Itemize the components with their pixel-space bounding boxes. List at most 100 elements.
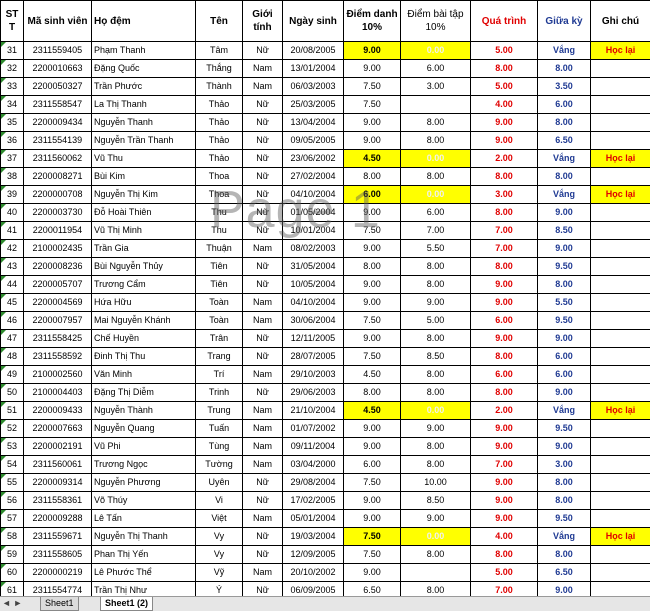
cell-midterm[interactable]: 3.50 bbox=[538, 78, 591, 96]
cell-stt[interactable]: 58 bbox=[1, 528, 24, 546]
cell-stt[interactable]: 39 bbox=[1, 186, 24, 204]
cell-note[interactable] bbox=[591, 60, 650, 78]
cell-process[interactable]: 8.00 bbox=[471, 546, 538, 564]
cell-gender[interactable]: Nam bbox=[243, 366, 283, 384]
cell-student-id[interactable]: 2200009314 bbox=[24, 474, 92, 492]
cell-note[interactable] bbox=[591, 276, 650, 294]
cell-gender[interactable]: Nam bbox=[243, 312, 283, 330]
cell-middle-name[interactable]: Trần Thị Như bbox=[92, 582, 196, 597]
header-stt[interactable]: ST T bbox=[1, 1, 24, 42]
cell-gender[interactable]: Nữ bbox=[243, 546, 283, 564]
cell-student-id[interactable]: 2200008271 bbox=[24, 168, 92, 186]
cell-student-id[interactable]: 2311558605 bbox=[24, 546, 92, 564]
cell-homework[interactable]: 3.00 bbox=[401, 78, 471, 96]
cell-birthdate[interactable]: 25/03/2005 bbox=[283, 96, 344, 114]
cell-attendance[interactable]: 7.50 bbox=[344, 312, 401, 330]
cell-stt[interactable]: 47 bbox=[1, 330, 24, 348]
cell-student-id[interactable]: 2200010663 bbox=[24, 60, 92, 78]
cell-process[interactable]: 8.00 bbox=[471, 60, 538, 78]
cell-attendance[interactable]: 9.00 bbox=[344, 276, 401, 294]
cell-note[interactable] bbox=[591, 312, 650, 330]
cell-process[interactable]: 6.00 bbox=[471, 312, 538, 330]
header-first-name[interactable]: Tên bbox=[196, 1, 243, 42]
cell-midterm[interactable]: 9.50 bbox=[538, 420, 591, 438]
cell-gender[interactable]: Nam bbox=[243, 294, 283, 312]
cell-note[interactable]: Học lại bbox=[591, 150, 650, 168]
cell-middle-name[interactable]: Phan Thị Yến bbox=[92, 546, 196, 564]
cell-process[interactable]: 9.00 bbox=[471, 438, 538, 456]
cell-midterm[interactable]: 3.00 bbox=[538, 456, 591, 474]
cell-birthdate[interactable]: 06/09/2005 bbox=[283, 582, 344, 597]
cell-attendance[interactable]: 7.50 bbox=[344, 78, 401, 96]
cell-first-name[interactable]: Thoa bbox=[196, 186, 243, 204]
cell-process[interactable]: 8.00 bbox=[471, 384, 538, 402]
cell-stt[interactable]: 57 bbox=[1, 510, 24, 528]
cell-birthdate[interactable]: 10/01/2004 bbox=[283, 222, 344, 240]
cell-homework[interactable]: 5.50 bbox=[401, 240, 471, 258]
cell-stt[interactable]: 37 bbox=[1, 150, 24, 168]
cell-birthdate[interactable]: 21/10/2004 bbox=[283, 402, 344, 420]
cell-midterm[interactable]: 9.00 bbox=[538, 384, 591, 402]
cell-middle-name[interactable]: Vũ Phi bbox=[92, 438, 196, 456]
cell-process[interactable]: 9.00 bbox=[471, 114, 538, 132]
cell-gender[interactable]: Nam bbox=[243, 60, 283, 78]
cell-note[interactable] bbox=[591, 420, 650, 438]
cell-first-name[interactable]: Thu bbox=[196, 204, 243, 222]
cell-middle-name[interactable]: Phạm Thanh bbox=[92, 42, 196, 60]
cell-process[interactable]: 5.00 bbox=[471, 78, 538, 96]
cell-student-id[interactable]: 2200003730 bbox=[24, 204, 92, 222]
cell-stt[interactable]: 32 bbox=[1, 60, 24, 78]
cell-middle-name[interactable]: Lê Tấn bbox=[92, 510, 196, 528]
cell-gender[interactable]: Nữ bbox=[243, 582, 283, 597]
cell-homework[interactable]: 8.50 bbox=[401, 492, 471, 510]
cell-attendance[interactable]: 9.00 bbox=[344, 438, 401, 456]
cell-midterm[interactable]: 8.00 bbox=[538, 114, 591, 132]
cell-note[interactable] bbox=[591, 492, 650, 510]
cell-first-name[interactable]: Ý bbox=[196, 582, 243, 597]
cell-midterm[interactable]: 9.50 bbox=[538, 510, 591, 528]
cell-student-id[interactable]: 2311560061 bbox=[24, 456, 92, 474]
cell-middle-name[interactable]: Nguyễn Thành bbox=[92, 402, 196, 420]
cell-note[interactable]: Học lại bbox=[591, 42, 650, 60]
cell-attendance[interactable]: 8.00 bbox=[344, 168, 401, 186]
cell-note[interactable] bbox=[591, 294, 650, 312]
cell-student-id[interactable]: 2311558361 bbox=[24, 492, 92, 510]
cell-process[interactable]: 9.00 bbox=[471, 132, 538, 150]
cell-homework[interactable]: 8.00 bbox=[401, 384, 471, 402]
cell-midterm[interactable]: 9.00 bbox=[538, 438, 591, 456]
cell-first-name[interactable]: Tiên bbox=[196, 258, 243, 276]
cell-birthdate[interactable]: 20/10/2002 bbox=[283, 564, 344, 582]
cell-first-name[interactable]: Vy bbox=[196, 528, 243, 546]
cell-midterm[interactable]: 9.50 bbox=[538, 312, 591, 330]
cell-note[interactable] bbox=[591, 222, 650, 240]
cell-stt[interactable]: 45 bbox=[1, 294, 24, 312]
cell-birthdate[interactable]: 19/03/2004 bbox=[283, 528, 344, 546]
cell-birthdate[interactable]: 04/10/2004 bbox=[283, 294, 344, 312]
cell-process[interactable]: 5.00 bbox=[471, 564, 538, 582]
cell-midterm[interactable]: 8.00 bbox=[538, 168, 591, 186]
cell-process[interactable]: 9.00 bbox=[471, 294, 538, 312]
cell-process[interactable]: 4.00 bbox=[471, 96, 538, 114]
cell-midterm[interactable]: 8.00 bbox=[538, 276, 591, 294]
cell-first-name[interactable]: Thảo bbox=[196, 114, 243, 132]
cell-student-id[interactable]: 2200000708 bbox=[24, 186, 92, 204]
cell-gender[interactable]: Nữ bbox=[243, 276, 283, 294]
cell-middle-name[interactable]: Nguyễn Phương bbox=[92, 474, 196, 492]
cell-homework[interactable] bbox=[401, 96, 471, 114]
cell-homework[interactable]: 8.00 bbox=[401, 330, 471, 348]
cell-homework[interactable]: 8.00 bbox=[401, 276, 471, 294]
cell-midterm[interactable]: Vắng bbox=[538, 186, 591, 204]
cell-first-name[interactable]: Trân bbox=[196, 330, 243, 348]
